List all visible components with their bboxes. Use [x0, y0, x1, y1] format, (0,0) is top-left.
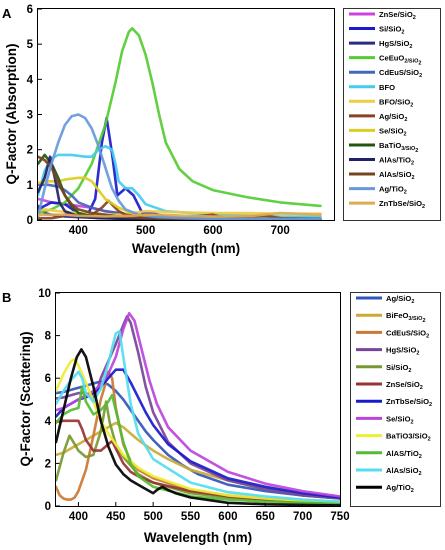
panel-a-legend-label-alas-sio-2: AlAs/SiO2: [379, 170, 415, 181]
panel-a-legend-label-si-sio-2: Si/SiO2: [379, 25, 404, 36]
panel-a-series-group: [38, 26, 322, 220]
panel-a-chart: A 0 1 2 3 4 5 6 400 500 600 700 Wavelength (nm) Q…: [2, 4, 441, 256]
panel-a-y-tick-label: 5: [27, 39, 34, 51]
panel-b-legend-label-alas-sio-2: AlAs/SiO2: [386, 466, 422, 477]
panel-a-legend-label-se-sio-2: Se/SiO2: [379, 126, 407, 137]
panel-b-legend-label-ag-tio-2: Ag/TiO2: [386, 483, 414, 494]
panel-a-x-tick-label: 500: [136, 225, 155, 237]
panel-b-series-alas-sio-2: [56, 329, 340, 504]
panel-a-y-tick-label: 4: [27, 74, 34, 86]
panel-b-y-tick-label: 8: [45, 331, 52, 343]
panel-a-legend-label-znse-sio-2: ZnSe/SiO2: [379, 10, 416, 21]
panel-b-series-ag-tio-2: [56, 348, 340, 506]
panel-b-x-tick-label: 650: [256, 511, 275, 523]
panel-a-legend-label-zntbse-sio-2: ZnTbSe/SiO2: [379, 199, 425, 210]
panel-a-legend-label-hgs-sio-2: HgS/SiO2: [379, 39, 412, 50]
panel-b-x-tick-label: 700: [293, 511, 312, 523]
panel-b-plot-frame: [55, 292, 341, 507]
panel-a-y-tick-label: 0: [27, 215, 33, 227]
panel-a-y-axis-title: Q-Factor (Absorption): [4, 44, 19, 185]
panel-a-series-bfo: [38, 144, 322, 218]
panel-b-x-tick-label: 500: [144, 511, 163, 523]
panel-b-legend: Ag/SiO2 BiFeO3/SiO2 CdEuS/SiO2 HgS/SiO2 Si/S…: [356, 294, 432, 494]
panel-a-series-ceeuo-2-sio-2: [38, 26, 322, 215]
panel-b-x-tick-label: 550: [181, 511, 200, 523]
panel-b-x-tick-label: 600: [218, 511, 237, 523]
panel-b-chart: B 0 2 4 6 8 10 400 450 500 550 600 650 700 750 Wavel…: [2, 288, 441, 545]
panel-a-x-tick-label: 600: [203, 225, 222, 237]
panel-b-legend-label-hgs-sio-2: HgS/SiO2: [386, 346, 419, 357]
panel-a-plot-frame: [37, 8, 335, 221]
panel-a-legend-label-bfo-sio-2: BFO/SiO2: [379, 97, 413, 108]
panel-a-series-zntbse-sio-2: [38, 211, 322, 218]
panel-b-legend-label-alas-tio-2: AlAS/TiO2: [386, 449, 422, 460]
panel-b-legend-label-znse-sio-2: ZnSe/SiO2: [386, 380, 423, 391]
panel-a-legend-label-ag-sio-2: Ag/SiO2: [379, 112, 407, 123]
panel-a-legend-label-ag-tio-2: Ag/TiO2: [379, 185, 407, 196]
panel-a-legend-label-alas-tio-2: AlAs/TiO2: [379, 156, 414, 167]
panel-b-x-axis-title: Wavelength (nm): [144, 530, 252, 545]
panel-a-y-tick-label: 1: [27, 180, 34, 192]
panel-b-legend-label-cdeus-sio-2: CdEuS/SiO2: [386, 328, 429, 339]
panel-a-letter: A: [2, 6, 12, 21]
panel-b-y-tick-label: 10: [38, 288, 51, 300]
panel-a-y-tick-label: 3: [27, 110, 33, 122]
panel-a-y-tick-label: 2: [27, 145, 33, 157]
panel-b-x-tick-label: 400: [69, 511, 88, 523]
panel-a-x-axis-title: Wavelength (nm): [132, 241, 240, 256]
panel-b-x-tick-label: 450: [106, 511, 125, 523]
panel-a-series-ag-tio-2: [38, 113, 322, 220]
panel-b-legend-label-bifeo-3-sio-2: BiFeO3/SiO2: [386, 311, 426, 324]
panel-b-x-ticks: 400 450 500 550 600 650 700 750: [69, 502, 350, 523]
panel-b-x-tick-label: 750: [330, 511, 349, 523]
panel-b-legend-label-ag-sio-2: Ag/SiO2: [386, 294, 414, 305]
panel-a-x-tick-label: 400: [69, 225, 88, 237]
panel-b-y-tick-label: 6: [45, 373, 51, 385]
panel-a-x-tick-label: 700: [271, 225, 290, 237]
panel-a-legend-label-ceeuo-2-sio-2: CeEuO2/SiO2: [379, 54, 421, 67]
panel-b-legend-label-se-sio-2: Se/SiO2: [386, 414, 414, 425]
panel-a-legend: ZnSe/SiO2 Si/SiO2 HgS/SiO2 CeEuO2/SiO2CdEuS…: [349, 10, 425, 210]
panel-b-series-batio3-sio-2: [56, 357, 340, 504]
panel-b-series-group: [56, 311, 340, 506]
panel-b-y-axis-title: Q-Factor (Scattering): [18, 331, 33, 466]
panel-a-y-tick-label: 6: [27, 4, 33, 16]
panel-a-y-ticks: 0 1 2 3 4 5 6: [27, 4, 42, 227]
panel-b-y-tick-label: 2: [45, 458, 51, 470]
panel-b-y-tick-label: 4: [45, 416, 52, 428]
panel-a-legend-label-batio-3-sio-2: BaTiO3/SiO2: [379, 141, 418, 154]
panel-b-y-tick-label: 0: [45, 501, 51, 513]
panel-b-legend-label-batio3-sio-2: BaTiO3/SiO2: [386, 432, 431, 443]
panel-b-letter: B: [2, 290, 11, 305]
panel-a-legend-label-cdeus-sio-2: CdEuS/SiO2: [379, 68, 422, 79]
panel-b-series-alas-tio-2: [56, 385, 340, 506]
panel-a-legend-label-bfo: BFO: [379, 83, 395, 92]
panel-b-legend-label-zntbse-sio-2: ZnTbSe/SiO2: [386, 397, 432, 408]
panel-b-legend-label-si-sio-2: Si/SiO2: [386, 363, 411, 374]
